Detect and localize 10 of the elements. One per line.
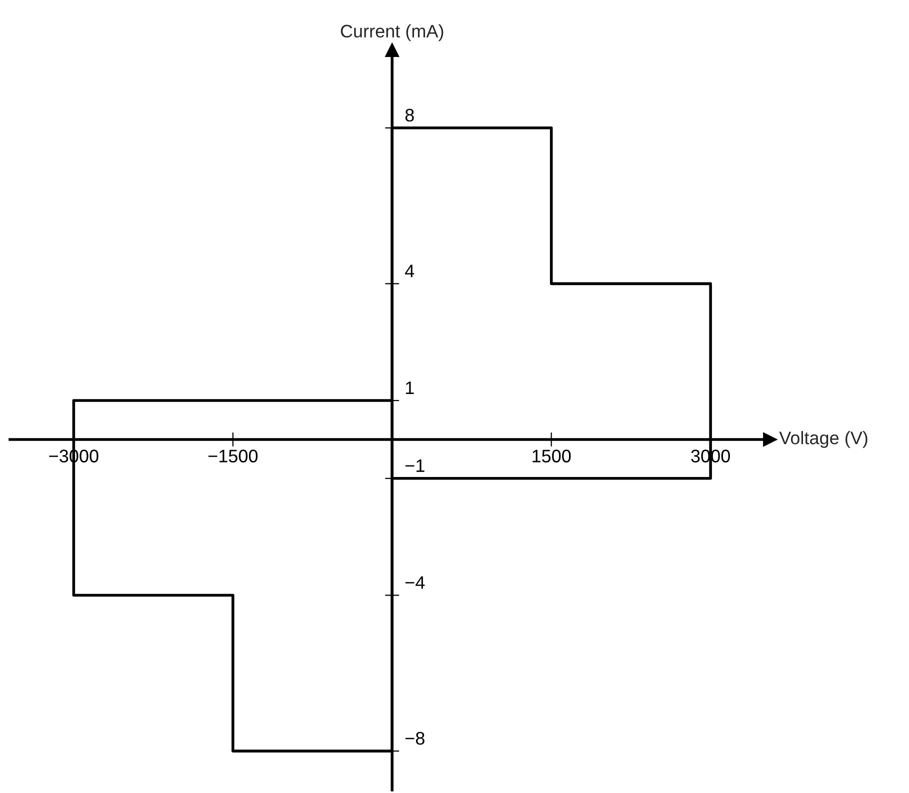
y-tick-label: 8 [405, 108, 414, 122]
x-tick-label: 1500 [532, 450, 571, 462]
y-axis-title: Current (mA) [340, 24, 444, 42]
y-tick-label: 1 [406, 382, 414, 394]
y-tick-label: 4 [405, 264, 414, 278]
y-tick-label: −4 [406, 576, 425, 589]
x-axis-title: Voltage (V) [779, 431, 868, 448]
y-tick-label: −1 [406, 459, 424, 472]
y-tick-label: −8 [406, 732, 424, 745]
x-tick-label: −1500 [208, 450, 258, 462]
